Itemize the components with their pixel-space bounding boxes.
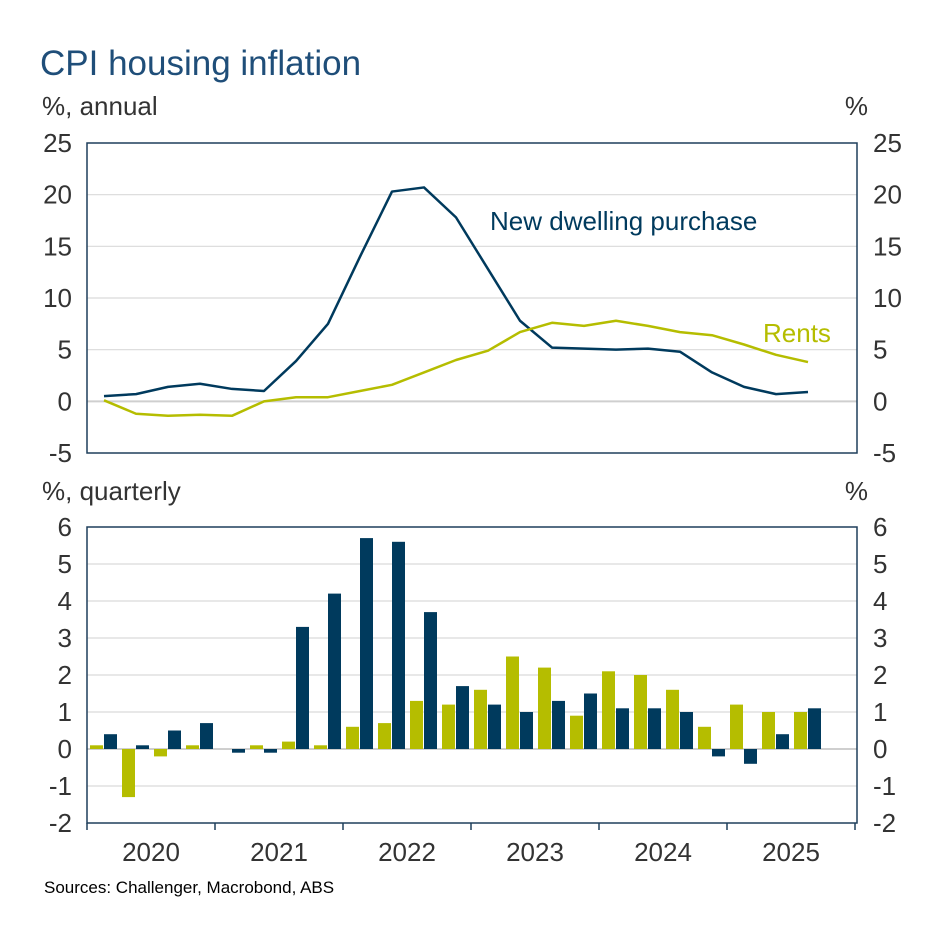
bar-rents (570, 716, 583, 749)
bar-new-dwelling-purchase (200, 723, 213, 749)
top-ytick-left: -5 (49, 438, 72, 468)
xtick-label: 2024 (634, 837, 692, 867)
bottom-ytick-right: 6 (873, 512, 887, 542)
top-ytick-right: 20 (873, 180, 902, 210)
bottom-ytick-right: 2 (873, 660, 887, 690)
bar-rents (378, 723, 391, 749)
top-ytick-right: 15 (873, 231, 902, 261)
bar-rents (730, 705, 743, 749)
top-ytick-right: 0 (873, 386, 887, 416)
bar-rents (634, 675, 647, 749)
xtick-label: 2025 (762, 837, 820, 867)
bar-new-dwelling-purchase (168, 731, 181, 750)
bar-new-dwelling-purchase (776, 734, 789, 749)
bottom-ytick-left: 6 (58, 512, 72, 542)
bar-rents (154, 749, 167, 756)
bar-rents (346, 727, 359, 749)
bar-new-dwelling-purchase (648, 708, 661, 749)
top-ytick-left: 25 (43, 128, 72, 158)
xtick-label: 2022 (378, 837, 436, 867)
bottom-ytick-right: 0 (873, 734, 887, 764)
bottom-ytick-left: 4 (58, 586, 72, 616)
bottom-ytick-left: 0 (58, 734, 72, 764)
top-ytick-right: -5 (873, 438, 896, 468)
top-ylabel-left: %, annual (42, 91, 158, 121)
bar-rents (250, 745, 263, 749)
chart-title: CPI housing inflation (40, 44, 361, 83)
bar-new-dwelling-purchase (424, 612, 437, 749)
bottom-ylabel-left: %, quarterly (42, 476, 181, 506)
bar-new-dwelling-purchase (296, 627, 309, 749)
bar-rents (538, 668, 551, 749)
bar-new-dwelling-purchase (360, 538, 373, 749)
bottom-ytick-left: 3 (58, 623, 72, 653)
bar-rents (186, 745, 199, 749)
bar-new-dwelling-purchase (264, 749, 277, 753)
series-label-new-dwelling: New dwelling purchase (490, 206, 757, 236)
bar-new-dwelling-purchase (552, 701, 565, 749)
bar-new-dwelling-purchase (616, 708, 629, 749)
bar-new-dwelling-purchase (456, 686, 469, 749)
top-ytick-left: 15 (43, 231, 72, 261)
bottom-ylabel-right: % (845, 476, 868, 506)
xtick-label: 2021 (250, 837, 308, 867)
bar-new-dwelling-purchase (584, 694, 597, 750)
bar-new-dwelling-purchase (104, 734, 117, 749)
bottom-ytick-right: -2 (873, 808, 896, 838)
bar-rents (442, 705, 455, 749)
bar-new-dwelling-purchase (232, 749, 245, 753)
bar-new-dwelling-purchase (520, 712, 533, 749)
top-ytick-right: 25 (873, 128, 902, 158)
bar-new-dwelling-purchase (392, 542, 405, 749)
bar-rents (122, 749, 135, 797)
bar-rents (506, 657, 519, 750)
bar-rents (666, 690, 679, 749)
top-ytick-left: 5 (58, 335, 72, 365)
bar-new-dwelling-purchase (488, 705, 501, 749)
series-label-rents: Rents (763, 318, 831, 348)
bar-rents (410, 701, 423, 749)
bar-rents (762, 712, 775, 749)
top-ylabel-right: % (845, 91, 868, 121)
bottom-ytick-right: 3 (873, 623, 887, 653)
bar-new-dwelling-purchase (328, 594, 341, 749)
bar-rents (474, 690, 487, 749)
bottom-ytick-left: -1 (49, 771, 72, 801)
bottom-ytick-right: 5 (873, 549, 887, 579)
top-ytick-left: 20 (43, 180, 72, 210)
bottom-ytick-left: 1 (58, 697, 72, 727)
bottom-ytick-left: 2 (58, 660, 72, 690)
bar-rents (90, 745, 103, 749)
bottom-ytick-right: -1 (873, 771, 896, 801)
bottom-ytick-left: -2 (49, 808, 72, 838)
top-ytick-left: 0 (58, 386, 72, 416)
bottom-ytick-left: 5 (58, 549, 72, 579)
bar-new-dwelling-purchase (680, 712, 693, 749)
bar-new-dwelling-purchase (744, 749, 757, 764)
bar-rents (282, 742, 295, 749)
bar-new-dwelling-purchase (136, 745, 149, 749)
bar-rents (794, 712, 807, 749)
bottom-ytick-right: 4 (873, 586, 887, 616)
xtick-label: 2020 (122, 837, 180, 867)
top-ytick-left: 10 (43, 283, 72, 313)
bar-new-dwelling-purchase (808, 708, 821, 749)
bottom-ytick-right: 1 (873, 697, 887, 727)
bar-rents (314, 745, 327, 749)
top-ytick-right: 5 (873, 335, 887, 365)
bar-rents (698, 727, 711, 749)
xtick-label: 2023 (506, 837, 564, 867)
bar-rents (602, 671, 615, 749)
top-ytick-right: 10 (873, 283, 902, 313)
source-note: Sources: Challenger, Macrobond, ABS (44, 878, 334, 897)
bar-new-dwelling-purchase (712, 749, 725, 756)
